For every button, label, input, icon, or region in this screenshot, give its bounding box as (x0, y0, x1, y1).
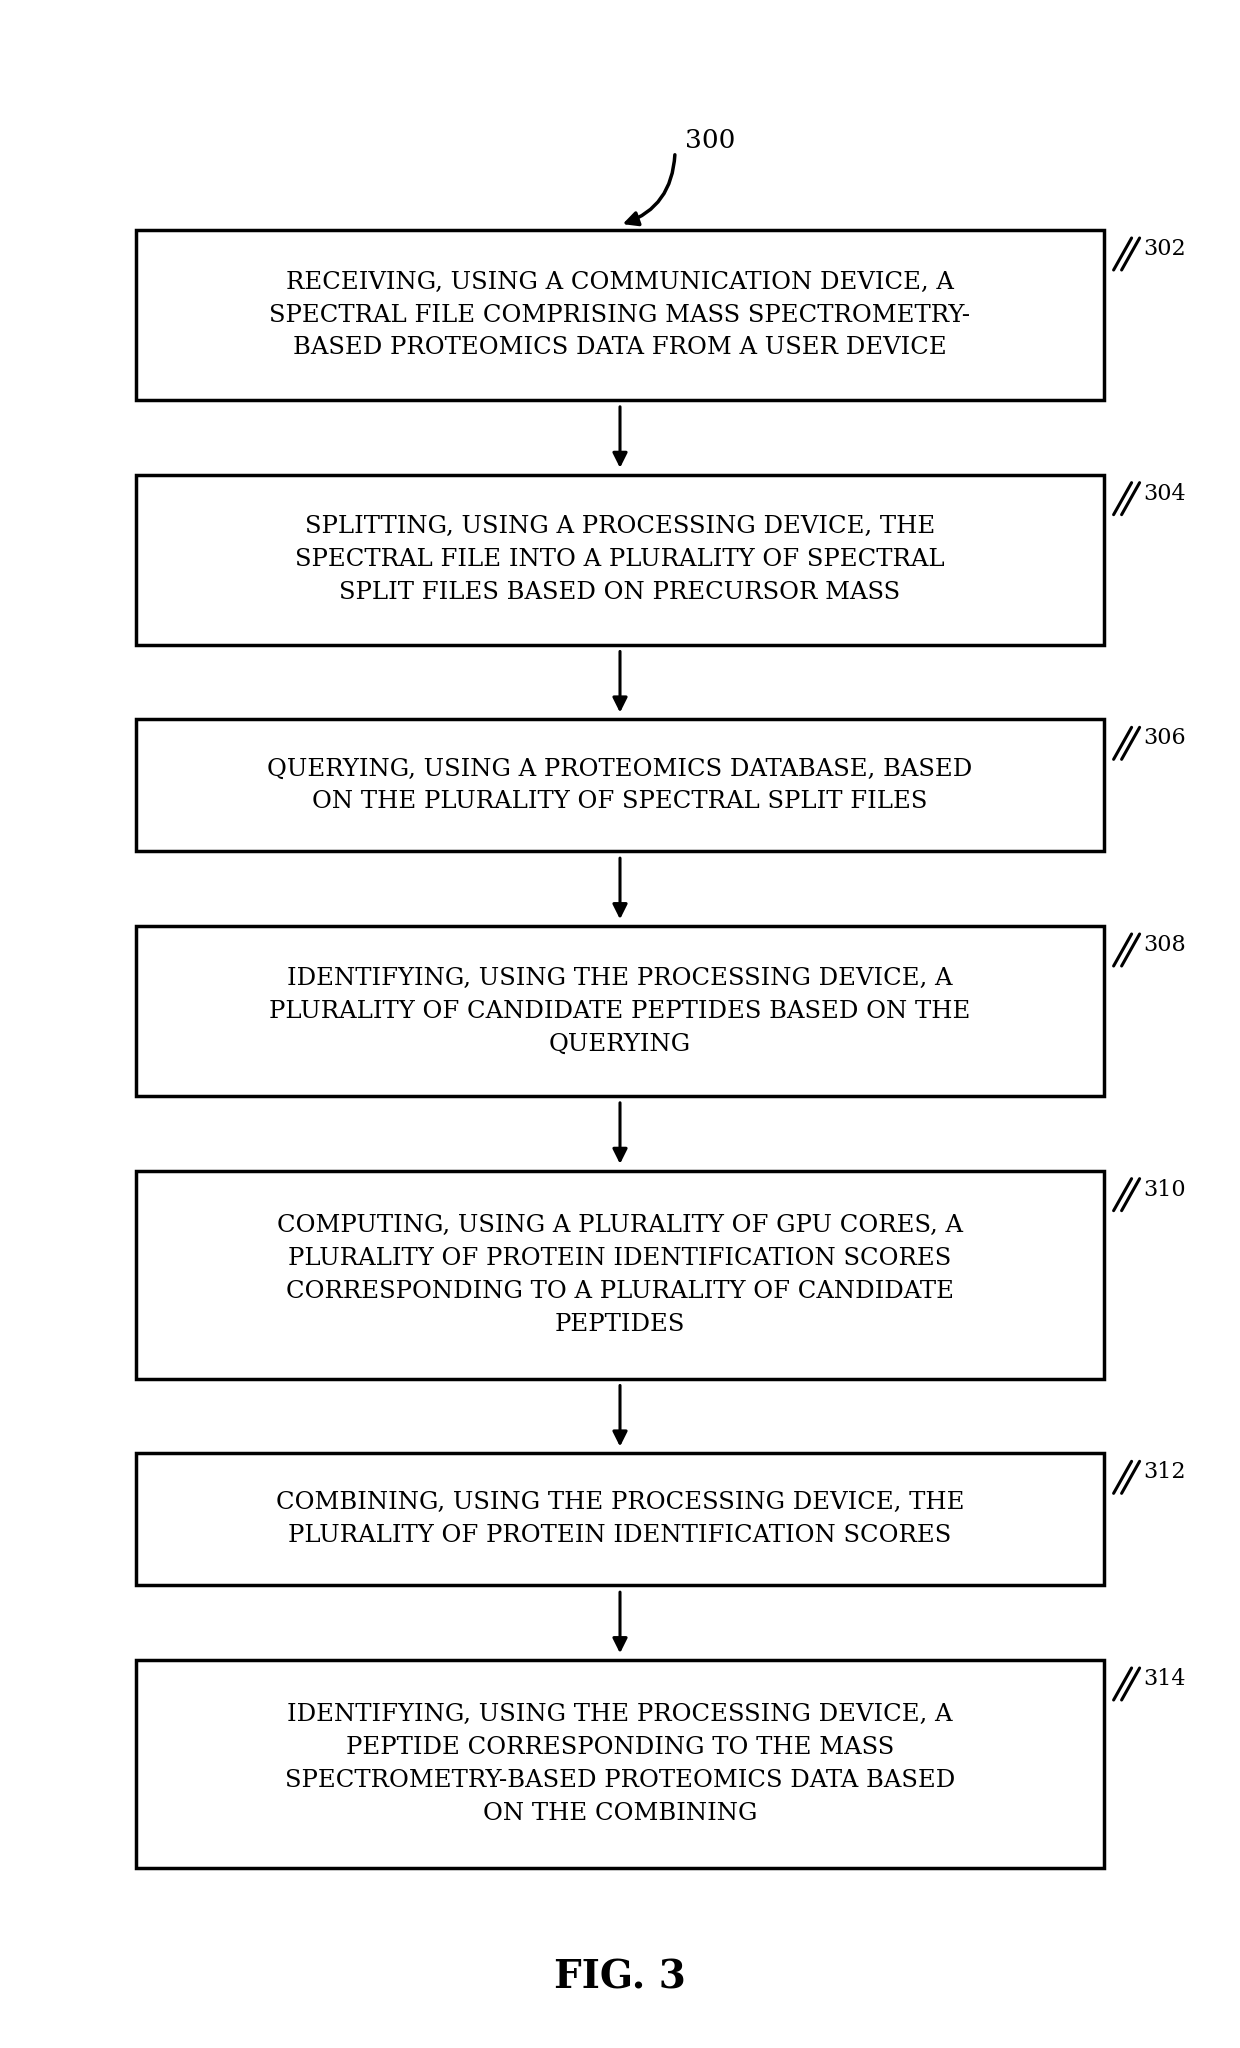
Bar (136, 1661, 1104, 1868)
Text: QUERYING, USING A PROTEOMICS DATABASE, BASED
ON THE PLURALITY OF SPECTRAL SPLIT : QUERYING, USING A PROTEOMICS DATABASE, B… (268, 758, 972, 813)
Text: COMBINING, USING THE PROCESSING DEVICE, THE
PLURALITY OF PROTEIN IDENTIFICATION : COMBINING, USING THE PROCESSING DEVICE, … (275, 1491, 965, 1548)
Text: RECEIVING, USING A COMMUNICATION DEVICE, A
SPECTRAL FILE COMPRISING MASS SPECTRO: RECEIVING, USING A COMMUNICATION DEVICE,… (269, 270, 971, 358)
Text: 314: 314 (1143, 1667, 1187, 1690)
Text: 306: 306 (1143, 727, 1187, 750)
Bar (136, 926, 1104, 1096)
Text: 312: 312 (1143, 1462, 1187, 1483)
Text: FIG. 3: FIG. 3 (554, 1958, 686, 1997)
Text: 300: 300 (684, 127, 735, 152)
Bar (136, 1454, 1104, 1585)
Bar (136, 475, 1104, 645)
Text: 310: 310 (1143, 1180, 1187, 1200)
FancyArrowPatch shape (626, 156, 675, 225)
Bar (136, 229, 1104, 399)
Bar (136, 719, 1104, 852)
Text: SPLITTING, USING A PROCESSING DEVICE, THE
SPECTRAL FILE INTO A PLURALITY OF SPEC: SPLITTING, USING A PROCESSING DEVICE, TH… (295, 516, 945, 604)
Bar (136, 1171, 1104, 1378)
Text: 308: 308 (1143, 934, 1187, 956)
Text: 304: 304 (1143, 483, 1187, 504)
Text: IDENTIFYING, USING THE PROCESSING DEVICE, A
PLURALITY OF CANDIDATE PEPTIDES BASE: IDENTIFYING, USING THE PROCESSING DEVICE… (269, 967, 971, 1055)
Text: COMPUTING, USING A PLURALITY OF GPU CORES, A
PLURALITY OF PROTEIN IDENTIFICATION: COMPUTING, USING A PLURALITY OF GPU CORE… (277, 1214, 963, 1335)
Text: 302: 302 (1143, 238, 1187, 260)
Text: IDENTIFYING, USING THE PROCESSING DEVICE, A
PEPTIDE CORRESPONDING TO THE MASS
SP: IDENTIFYING, USING THE PROCESSING DEVICE… (285, 1704, 955, 1825)
